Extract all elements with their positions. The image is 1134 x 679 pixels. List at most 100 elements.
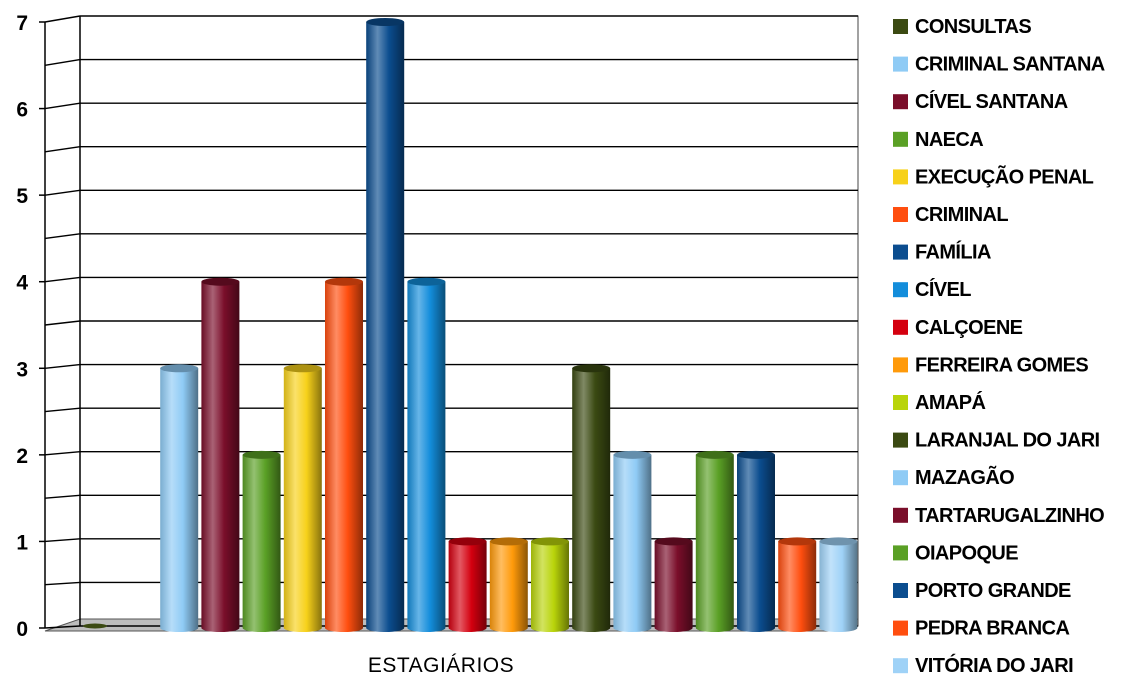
legend-label: TARTARUGALZINHO bbox=[915, 505, 1104, 527]
bar-top bbox=[283, 364, 322, 373]
legend-label: VITÓRIA DO JARI bbox=[915, 653, 1073, 677]
bar-body bbox=[366, 22, 405, 632]
bar-body bbox=[737, 454, 775, 632]
y-tick-label: 5 bbox=[16, 185, 28, 208]
bar bbox=[448, 537, 487, 632]
legend-swatch bbox=[893, 583, 908, 598]
legend-label: CRIMINAL bbox=[915, 204, 1008, 226]
legend-item: EXECUÇÃO PENAL bbox=[893, 165, 1094, 188]
legend-swatch bbox=[893, 94, 908, 110]
legend-label: FAMÍLIA bbox=[915, 241, 991, 264]
bar-top bbox=[366, 18, 405, 26]
bar bbox=[83, 623, 107, 629]
legend-swatch bbox=[893, 282, 908, 298]
legend-swatch bbox=[893, 131, 908, 147]
bar-body bbox=[613, 454, 652, 632]
bar-body bbox=[654, 541, 693, 632]
legend-label: CÍVEL SANTANA bbox=[915, 90, 1068, 113]
legend-swatch bbox=[893, 169, 908, 185]
bar-top bbox=[778, 537, 817, 546]
y-tick-label: 2 bbox=[16, 445, 28, 468]
bar-top bbox=[531, 537, 569, 546]
legend-label: PORTO GRANDE bbox=[915, 580, 1071, 602]
bar bbox=[407, 277, 446, 632]
legend-swatch bbox=[893, 207, 908, 222]
legend-label: FERREIRA GOMES bbox=[915, 354, 1088, 376]
legend-item: NAECA bbox=[893, 129, 984, 151]
side-gridline bbox=[44, 58, 81, 66]
y-axis: 0 1 2 3 4 5 6 7 ESTAGIÁRIOS bbox=[16, 12, 514, 677]
bar-body bbox=[531, 541, 569, 632]
bar-body bbox=[283, 368, 322, 632]
legend-item: CALÇOENE bbox=[893, 317, 1023, 339]
legend-item: CRIMINAL bbox=[893, 204, 1009, 226]
bar-top bbox=[695, 450, 734, 459]
legend-item: CRIMINAL SANTANA bbox=[893, 54, 1105, 76]
bar-body bbox=[572, 368, 611, 632]
legend-swatch bbox=[893, 319, 908, 335]
legend-label: CRIMINAL SANTANA bbox=[915, 54, 1105, 76]
legend-label: CALÇOENE bbox=[915, 317, 1023, 339]
side-gridline bbox=[44, 233, 81, 240]
bar bbox=[778, 537, 817, 632]
legend-swatch bbox=[893, 56, 908, 72]
legend-item: OIAPOQUE bbox=[893, 542, 1019, 564]
side-gridline bbox=[44, 15, 81, 23]
bar bbox=[695, 450, 734, 632]
bar bbox=[489, 537, 528, 632]
legend-label: PEDRA BRANCA bbox=[915, 618, 1069, 640]
side-gridline bbox=[44, 102, 81, 110]
bar-body bbox=[695, 454, 734, 632]
legend-item: FAMÍLIA bbox=[893, 241, 992, 264]
bar bbox=[201, 277, 240, 632]
legend-item: LARANJAL DO JARI bbox=[893, 430, 1100, 452]
bar bbox=[325, 277, 363, 632]
legend-item: VITÓRIA DO JARI bbox=[893, 653, 1074, 677]
bar bbox=[160, 364, 199, 632]
side-gridline bbox=[44, 625, 81, 629]
legend-swatch bbox=[893, 507, 908, 523]
bar-top bbox=[819, 537, 858, 546]
x-category-label: ESTAGIÁRIOS bbox=[368, 654, 514, 677]
bar bbox=[572, 364, 611, 632]
legend-item: TARTARUGALZINHO bbox=[893, 505, 1105, 527]
legend-swatch bbox=[893, 395, 908, 410]
bar bbox=[819, 537, 858, 632]
side-gridline bbox=[44, 276, 81, 283]
bar-body bbox=[242, 454, 281, 632]
legend-swatch bbox=[893, 432, 908, 448]
bar-top bbox=[654, 537, 693, 546]
bar-top bbox=[489, 537, 528, 546]
side-gridline bbox=[44, 146, 81, 153]
bar-body bbox=[448, 541, 487, 632]
legend-item: PORTO GRANDE bbox=[893, 580, 1072, 602]
legend-item: AMAPÁ bbox=[893, 391, 986, 414]
legend-swatch bbox=[893, 545, 908, 561]
legend-label: NAECA bbox=[915, 129, 983, 151]
side-gridline bbox=[44, 581, 81, 586]
bar-zero-disc bbox=[83, 623, 107, 629]
side-gridline bbox=[44, 407, 81, 413]
legend-swatch bbox=[893, 470, 908, 486]
bar-top bbox=[448, 537, 487, 546]
bar-top bbox=[160, 364, 199, 373]
side-gridline bbox=[44, 320, 81, 326]
bar bbox=[531, 537, 569, 632]
legend-swatch bbox=[893, 19, 908, 34]
bar bbox=[613, 450, 652, 632]
y-tick-label: 0 bbox=[16, 618, 28, 641]
legend-swatch bbox=[893, 357, 908, 373]
legend-item: CÍVEL bbox=[893, 278, 972, 301]
y-tick-label: 3 bbox=[16, 358, 28, 381]
bar bbox=[737, 450, 775, 632]
bar-body bbox=[201, 281, 240, 632]
legend-label: CONSULTAS bbox=[915, 16, 1031, 38]
legend-label: LARANJAL DO JARI bbox=[915, 430, 1100, 452]
y-tick-label: 1 bbox=[16, 531, 28, 554]
legend-label: OIAPOQUE bbox=[915, 542, 1018, 564]
legend-swatch bbox=[893, 244, 908, 260]
side-gridline bbox=[44, 451, 81, 456]
bar-body bbox=[407, 281, 446, 632]
bar-top bbox=[613, 450, 652, 459]
